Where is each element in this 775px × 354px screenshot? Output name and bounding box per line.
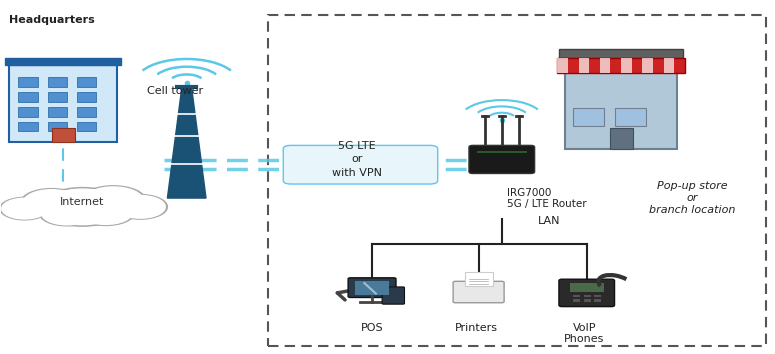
Text: Pop-up store
or
branch location: Pop-up store or branch location xyxy=(649,182,735,215)
FancyBboxPatch shape xyxy=(382,287,405,304)
Circle shape xyxy=(43,189,122,225)
Bar xyxy=(48,77,67,87)
Text: LAN: LAN xyxy=(538,216,560,226)
Bar xyxy=(77,121,96,131)
Bar xyxy=(600,58,611,73)
Text: 5G LTE
or
with VPN: 5G LTE or with VPN xyxy=(332,141,381,178)
Bar xyxy=(52,128,74,142)
Text: Printers: Printers xyxy=(455,323,498,333)
Bar xyxy=(48,92,67,102)
Bar xyxy=(609,128,632,149)
FancyBboxPatch shape xyxy=(565,72,677,149)
Bar xyxy=(557,58,568,73)
Bar xyxy=(642,58,653,73)
Circle shape xyxy=(78,200,133,224)
FancyBboxPatch shape xyxy=(469,145,535,173)
Circle shape xyxy=(0,198,50,220)
Circle shape xyxy=(40,188,125,226)
Text: Internet: Internet xyxy=(60,196,105,207)
Bar xyxy=(77,92,96,102)
FancyBboxPatch shape xyxy=(559,279,615,307)
Circle shape xyxy=(2,198,47,219)
Text: Cell tower: Cell tower xyxy=(147,86,203,96)
Bar xyxy=(594,295,601,297)
Bar xyxy=(594,299,601,302)
Bar xyxy=(77,107,96,116)
FancyBboxPatch shape xyxy=(559,49,684,58)
Bar xyxy=(465,272,493,286)
Bar xyxy=(48,121,67,131)
Text: IRG7000
5G / LTE Router: IRG7000 5G / LTE Router xyxy=(507,188,587,209)
Circle shape xyxy=(21,189,82,217)
Bar xyxy=(77,77,96,87)
Bar xyxy=(477,151,527,154)
FancyBboxPatch shape xyxy=(453,281,504,303)
FancyBboxPatch shape xyxy=(557,58,685,73)
Circle shape xyxy=(40,200,95,226)
Bar xyxy=(573,295,580,297)
Bar xyxy=(573,108,604,126)
Bar xyxy=(570,284,604,292)
Circle shape xyxy=(23,190,80,216)
FancyBboxPatch shape xyxy=(9,65,117,142)
Bar xyxy=(19,107,38,116)
Circle shape xyxy=(115,195,165,218)
Bar xyxy=(19,121,38,131)
Bar xyxy=(663,58,674,73)
Text: Headquarters: Headquarters xyxy=(9,16,95,25)
Circle shape xyxy=(76,199,135,225)
Bar xyxy=(48,107,67,116)
Bar xyxy=(355,281,389,295)
Text: VoIP
Phones: VoIP Phones xyxy=(564,323,604,344)
Bar xyxy=(584,295,591,297)
FancyBboxPatch shape xyxy=(348,278,396,297)
Polygon shape xyxy=(167,86,206,198)
Circle shape xyxy=(113,195,167,219)
FancyBboxPatch shape xyxy=(283,145,438,184)
Circle shape xyxy=(81,186,146,215)
FancyBboxPatch shape xyxy=(5,58,121,65)
Bar xyxy=(584,299,591,302)
Bar xyxy=(19,92,38,102)
Circle shape xyxy=(41,201,92,225)
Bar xyxy=(573,299,580,302)
Bar xyxy=(621,58,632,73)
Bar xyxy=(579,58,589,73)
Circle shape xyxy=(84,187,143,214)
Bar xyxy=(615,108,646,126)
Bar xyxy=(19,77,38,87)
Text: POS: POS xyxy=(360,323,384,333)
